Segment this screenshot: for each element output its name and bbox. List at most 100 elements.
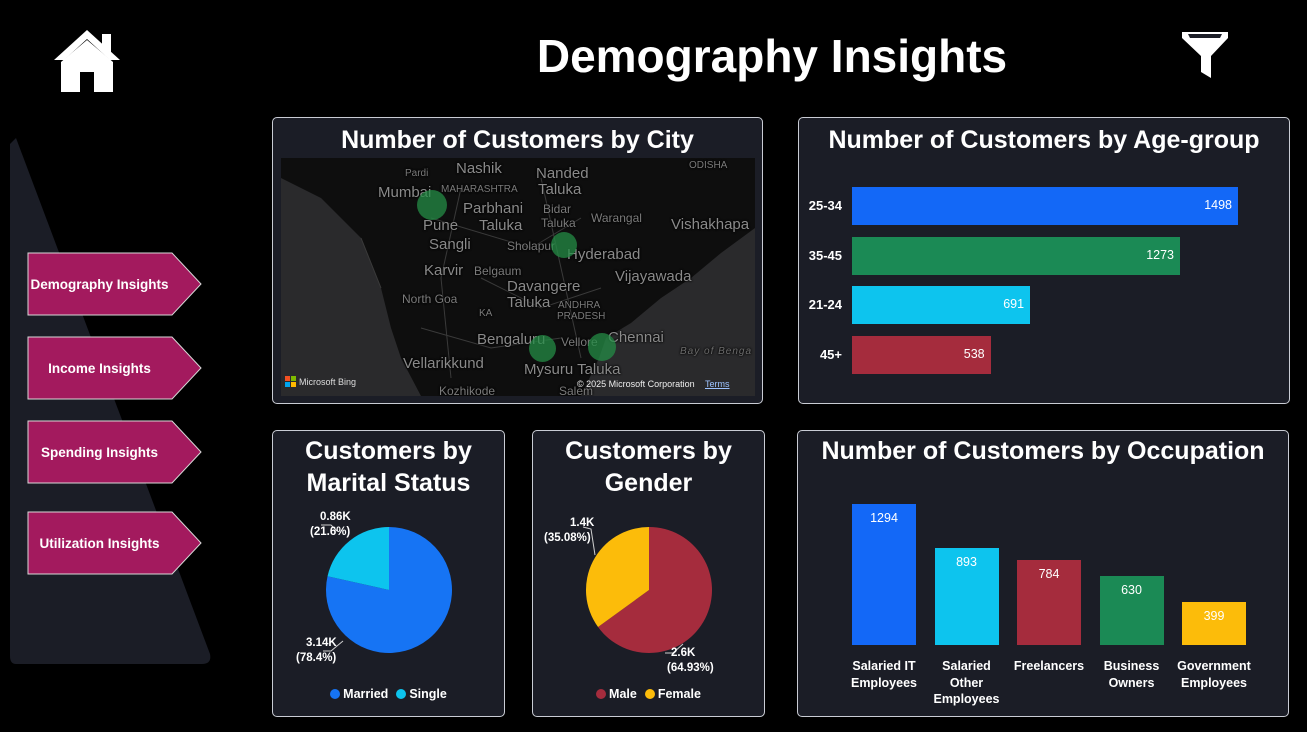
single-value: 0.86K — [320, 511, 351, 523]
map-label-andhra: ANDHRA — [558, 300, 601, 311]
sidebar-panel — [10, 138, 211, 664]
bing-attribution: Microsoft Bing — [285, 376, 356, 387]
occupation-bar-value: 893 — [956, 554, 977, 569]
legend-female[interactable]: Female — [644, 687, 701, 701]
map-label-mysuru: Mysuru Taluka — [524, 361, 621, 378]
city-bubble-hyderabad[interactable] — [551, 232, 577, 258]
map-label-ka: KA — [479, 308, 493, 319]
map-label-belgaum: Belgaum — [474, 264, 522, 278]
occupation-category-line: Business — [1103, 659, 1160, 673]
married-value: 3.14K — [306, 637, 337, 649]
legend-dot-female — [644, 689, 655, 699]
occupation-category-label: Government Employees — [1172, 658, 1256, 691]
map-label-davangere: Davangere — [507, 278, 581, 295]
map-label-taluka-3: Taluka — [541, 216, 576, 230]
city-bubble-bengaluru[interactable] — [529, 335, 556, 362]
legend-dot-male — [596, 689, 607, 699]
marital-legend: Married Single — [273, 687, 504, 701]
map-label-nashik: Nashik — [456, 160, 502, 177]
age-bar-value: 1273 — [1146, 247, 1175, 262]
pie-slice-female[interactable] — [586, 527, 649, 628]
city-bubble-chennai[interactable] — [588, 333, 616, 361]
map-label-pardi: Pardi — [405, 168, 429, 179]
city-map-card: Number of Customers by City Nashik Pardi… — [272, 117, 763, 404]
occupation-bar[interactable] — [1099, 576, 1164, 645]
city-bubble-mumbai[interactable] — [417, 190, 447, 220]
occupation-bar[interactable] — [1017, 559, 1081, 645]
pie-slice-male[interactable] — [598, 527, 712, 653]
occupation-bar[interactable] — [934, 547, 999, 645]
marital-title-line2: Marital Status — [306, 469, 471, 497]
nav-label: Income Insights — [48, 360, 151, 376]
legend-label-female: Female — [657, 687, 701, 701]
occupation-bar[interactable] — [1182, 601, 1246, 645]
age-category-label: 35-45 — [808, 247, 842, 263]
map-label-pradesh: PRADESH — [557, 311, 606, 322]
map-label-warangal: Warangal — [591, 211, 642, 225]
age-group-title: Number of Customers by Age-group — [828, 126, 1260, 154]
map-label-bay-of-bengal: Bay of Benga — [680, 346, 753, 357]
map-label-taluka-2: Taluka — [479, 217, 523, 234]
male-leader-line — [665, 643, 684, 654]
age-bar-value: 691 — [1003, 297, 1025, 312]
bing-attribution-text: Microsoft Bing — [299, 376, 357, 387]
nav-label: Demography Insights — [30, 276, 169, 292]
occupation-bar-value: 1294 — [870, 511, 898, 525]
map-label-parbhani: Parbhani — [463, 200, 524, 217]
male-percent: (64.93%) — [667, 662, 714, 674]
nav-utilization-insights[interactable]: Utilization Insights — [27, 511, 203, 575]
map-label-hyderabad: Hyderabad — [567, 246, 641, 263]
gender-legend: Male Female — [533, 687, 764, 701]
occupation-bar-value: 784 — [1038, 566, 1060, 581]
age-bar[interactable] — [852, 236, 1181, 275]
gender-pie-chart — [582, 526, 712, 654]
occupation-category-label: Salaried IT Employees — [842, 658, 926, 691]
age-bar[interactable] — [852, 286, 1031, 325]
map-label-karvir: Karvir — [424, 262, 464, 279]
map-label-taluka-4: Taluka — [507, 294, 551, 311]
occupation-category-line: Salaried — [942, 659, 991, 673]
home-icon[interactable] — [52, 28, 122, 94]
legend-dot-married — [330, 689, 341, 699]
occupation-category-line: Government — [1177, 659, 1251, 673]
map-label-bidar: Bidar — [543, 202, 572, 216]
female-data-label: 1.4K (35.08%) — [544, 516, 594, 546]
occupation-category-line: Employees — [850, 675, 917, 690]
map-copyright: © 2025 Microsoft Corporation — [577, 379, 695, 389]
map-label-vellarikkund: Vellarikkund — [403, 355, 484, 372]
city-map[interactable]: Nashik Pardi Mumbai MAHARASHTRA Nanded T… — [281, 158, 755, 396]
map-label-nanded: Nanded — [536, 165, 589, 182]
map-terms-link[interactable]: Terms — [705, 379, 730, 389]
nav-income-insights[interactable]: Income Insights — [27, 336, 203, 400]
legend-married[interactable]: Married — [330, 687, 388, 701]
age-bar-value: 1498 — [1204, 198, 1232, 212]
age-group-card: Number of Customers by Age-group 25-34 14… — [798, 117, 1290, 404]
legend-single[interactable]: Single — [396, 687, 447, 701]
legend-dot-single — [396, 689, 407, 699]
nav-label: Utilization Insights — [39, 535, 160, 551]
occupation-category-label: Salaried Other Employees — [925, 658, 1009, 708]
occupation-category-line: Owners — [1108, 675, 1155, 690]
map-label-sangli: Sangli — [429, 236, 471, 253]
occupation-category-line: Employees — [933, 692, 1000, 706]
funnel-filter-icon[interactable] — [1180, 30, 1230, 80]
page-title: Demography Insights — [536, 30, 1008, 82]
gender-title-line1: Customers by — [565, 437, 732, 465]
legend-male[interactable]: Male — [596, 687, 637, 701]
occupation-card: Number of Customers by Occupation 1294 Sa… — [797, 430, 1289, 717]
occupation-title: Number of Customers by Occupation — [821, 437, 1265, 465]
female-percent: (35.08%) — [544, 532, 591, 544]
occupation-category-label: Business Owners — [1090, 658, 1174, 691]
nav-spending-insights[interactable]: Spending Insights — [27, 420, 203, 484]
marital-pie-chart — [321, 524, 452, 653]
nav-demography-insights[interactable]: Demography Insights — [27, 252, 203, 316]
occupation-bar[interactable] — [852, 504, 916, 645]
age-bar[interactable] — [852, 336, 991, 375]
age-bar[interactable] — [852, 187, 1238, 225]
pie-slice-single[interactable] — [327, 527, 389, 590]
single-data-label: 0.86K (21.6%) — [310, 510, 351, 540]
male-data-label: 2.6K (64.93%) — [667, 646, 714, 676]
map-label-chennai: Chennai — [608, 329, 664, 346]
map-label-taluka-1: Taluka — [538, 181, 582, 198]
legend-label-single: Single — [409, 687, 447, 701]
